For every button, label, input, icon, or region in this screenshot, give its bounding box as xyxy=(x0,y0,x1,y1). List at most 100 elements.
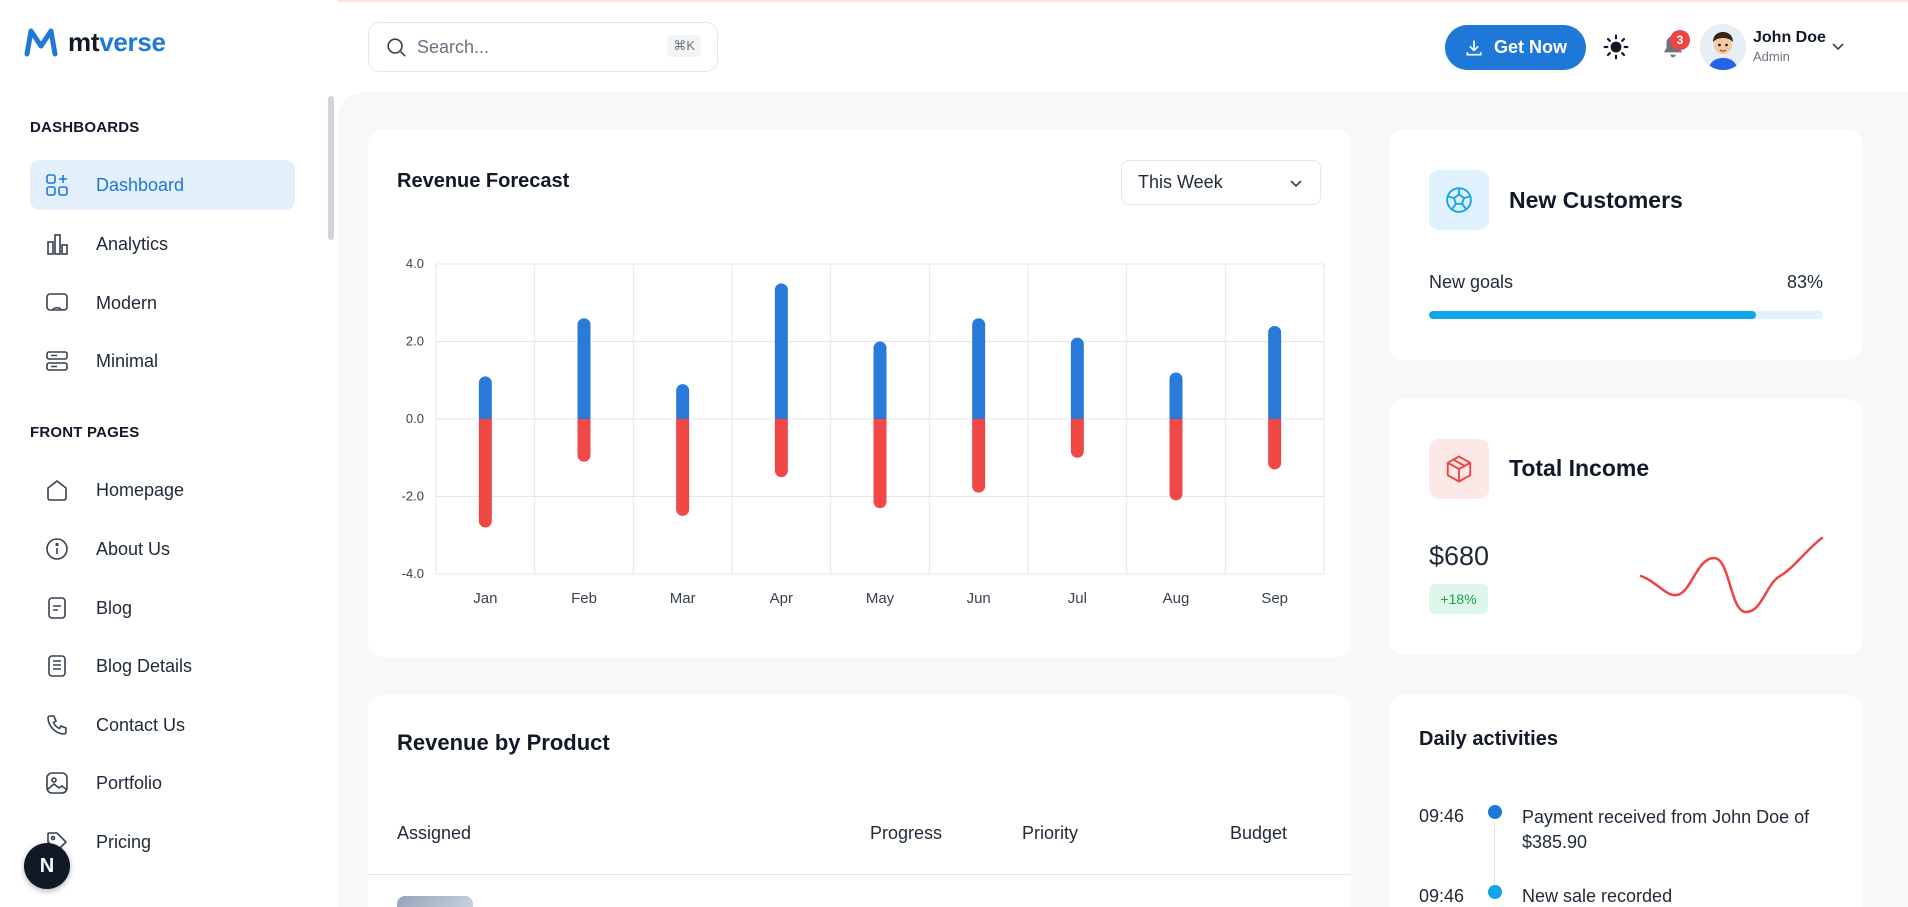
sidebar-item-label: Homepage xyxy=(96,479,185,500)
bar-positive xyxy=(676,384,690,419)
brand-name: mtverse xyxy=(68,26,166,57)
floating-action-button[interactable]: N xyxy=(24,843,70,889)
box-icon xyxy=(1446,455,1472,483)
sidebar-scrollbar-thumb[interactable] xyxy=(328,96,334,240)
goals-progress-fill xyxy=(1429,311,1757,319)
dashboard-icon xyxy=(44,172,70,198)
timeline-dot xyxy=(1488,805,1502,819)
chevron-down-icon[interactable] xyxy=(1830,38,1846,54)
bar-negative xyxy=(478,419,492,528)
x-tick-label: Jan xyxy=(473,590,497,607)
table-header-divider xyxy=(368,874,1351,875)
sidebar-item-label: Analytics xyxy=(96,233,169,254)
activity-time: 09:46 xyxy=(1419,806,1465,826)
bar-positive xyxy=(1169,372,1183,419)
sidebar-item-label: Portfolio xyxy=(96,772,163,793)
sidebar-item-label: Contact Us xyxy=(96,714,186,735)
sidebar-item-dashboard[interactable]: Dashboard xyxy=(30,160,295,210)
phone-icon xyxy=(44,712,70,738)
sidebar-item-label: Blog xyxy=(96,597,133,618)
user-role: Admin xyxy=(1753,49,1790,64)
sidebar-item-blog[interactable]: Blog xyxy=(30,583,295,633)
column-header-budget[interactable]: Budget xyxy=(1230,823,1288,843)
x-tick-label: Feb xyxy=(571,590,597,607)
period-select[interactable]: This Week xyxy=(1121,160,1321,205)
total-income-icon-box xyxy=(1429,439,1489,499)
pricing-icon xyxy=(44,829,70,855)
sidebar-item-portfolio[interactable]: Portfolio xyxy=(30,758,295,808)
bar-positive xyxy=(478,376,492,419)
timeline-line xyxy=(1494,821,1495,887)
minimal-icon xyxy=(44,348,70,374)
sidebar-item-label: About Us xyxy=(96,538,171,559)
sidebar-item-label: Dashboard xyxy=(96,174,185,195)
avatar[interactable] xyxy=(1700,24,1746,70)
bar-negative xyxy=(873,419,887,509)
period-select-value: This Week xyxy=(1138,172,1223,192)
user-name[interactable]: John Doe xyxy=(1753,29,1826,46)
logo-icon xyxy=(24,28,58,57)
search-icon xyxy=(387,38,406,57)
bar-negative xyxy=(1268,419,1282,470)
info-icon xyxy=(44,536,70,562)
search-shortcut: ⌘K xyxy=(667,35,701,57)
section-title-dashboards: DASHBOARDS xyxy=(30,119,140,136)
sidebar-item-contact-us[interactable]: Contact Us xyxy=(30,700,295,750)
modern-icon xyxy=(44,290,70,316)
goals-percent: 83% xyxy=(1786,272,1823,292)
chevron-down-icon xyxy=(1290,180,1302,188)
x-tick-label: Apr xyxy=(770,590,793,607)
top-accent-line xyxy=(0,0,1908,2)
sidebar-item-about-us[interactable]: About Us xyxy=(30,524,295,574)
column-header-priority[interactable]: Priority xyxy=(1022,823,1079,843)
x-tick-label: Jul xyxy=(1068,590,1087,607)
sidebar-item-blog-details[interactable]: Blog Details xyxy=(30,641,295,691)
get-now-button[interactable]: Get Now xyxy=(1445,25,1586,70)
sidebar-item-minimal[interactable]: Minimal xyxy=(30,336,295,386)
sidebar-item-homepage[interactable]: Homepage xyxy=(30,465,295,515)
bar-positive xyxy=(1070,337,1084,419)
goals-label: New goals xyxy=(1429,272,1514,292)
portfolio-icon xyxy=(44,770,70,796)
y-tick-label: -2.0 xyxy=(402,489,424,504)
product-thumbnail xyxy=(397,896,473,907)
bar-positive xyxy=(577,318,591,419)
bar-negative xyxy=(577,419,591,462)
brand-logo[interactable]: mtverse xyxy=(24,26,166,58)
bar-positive xyxy=(972,318,986,419)
x-tick-label: Sep xyxy=(1261,590,1288,607)
bar-negative xyxy=(1070,419,1084,458)
sidebar-item-label: Modern xyxy=(96,292,158,313)
bar-negative xyxy=(972,419,986,493)
notification-badge: 3 xyxy=(1670,30,1690,50)
column-header-progress[interactable]: Progress xyxy=(870,823,943,843)
new-customers-title: New Customers xyxy=(1509,187,1683,213)
sidebar-item-label: Minimal xyxy=(96,350,159,371)
new-customers-icon-box xyxy=(1429,170,1489,230)
y-tick-label: 2.0 xyxy=(406,334,424,349)
bar-positive xyxy=(1268,326,1282,419)
search-box[interactable]: ⌘K xyxy=(368,22,718,72)
sun-icon[interactable] xyxy=(1603,34,1629,60)
goals-progress-bar xyxy=(1429,311,1823,319)
timeline-dot xyxy=(1488,885,1502,899)
home-icon xyxy=(44,477,70,503)
analytics-icon xyxy=(44,231,70,257)
search-input[interactable] xyxy=(417,36,647,58)
blog-details-icon xyxy=(44,653,70,679)
sidebar-item-label: Pricing xyxy=(96,831,152,852)
get-now-label: Get Now xyxy=(1493,37,1567,57)
sidebar-item-analytics[interactable]: Analytics xyxy=(30,219,295,269)
football-icon xyxy=(1446,187,1472,213)
revenue-by-product-card xyxy=(368,695,1351,907)
blog-icon xyxy=(44,595,70,621)
x-tick-label: Jun xyxy=(967,590,991,607)
daily-activities-title: Daily activities xyxy=(1419,728,1558,750)
column-header-assigned[interactable]: Assigned xyxy=(397,823,472,843)
sidebar-item-modern[interactable]: Modern xyxy=(30,278,295,328)
sidebar-item-label: Blog Details xyxy=(96,655,193,676)
income-sparkline xyxy=(1639,536,1824,614)
activity-text: New sale recorded xyxy=(1522,886,1673,906)
activity-time: 09:46 xyxy=(1419,886,1465,906)
sidebar-item-pricing[interactable]: Pricing xyxy=(30,817,295,867)
